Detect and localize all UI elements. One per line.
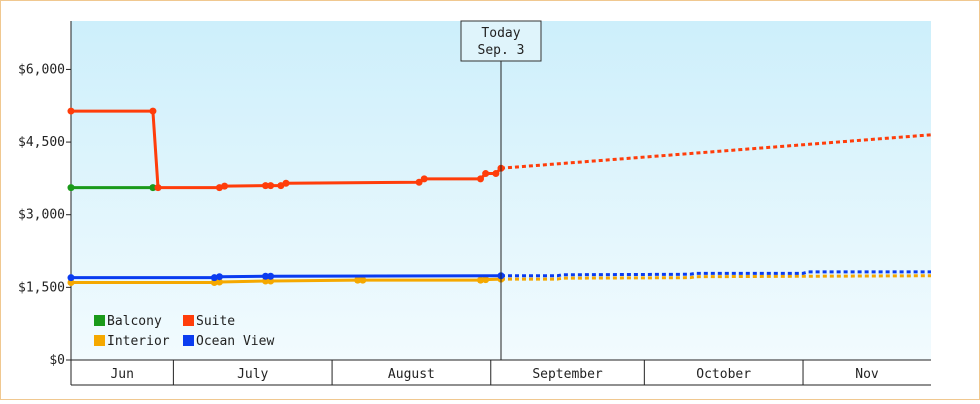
series-ocean-view-point-3	[262, 272, 270, 280]
series-suite-point-12	[482, 170, 490, 178]
today-date: Sep. 3	[478, 43, 525, 58]
y-tick-label-0: $0	[49, 353, 65, 368]
y-tick-label-3: $4,500	[18, 135, 65, 150]
series-ocean-view-line	[71, 274, 502, 280]
today-label: Today	[481, 26, 520, 41]
series-suite-forecast	[500, 133, 932, 170]
today-marker: Today Sep. 3	[460, 20, 542, 360]
y-tick-label-1: $1,500	[18, 280, 65, 295]
today-box	[460, 20, 542, 62]
series-balcony-point-1	[149, 184, 157, 192]
series-ocean-view-point-0	[67, 274, 75, 282]
series-suite-point-11	[477, 175, 485, 183]
series-interior-point-8	[482, 276, 490, 284]
month-label-3: September	[532, 367, 603, 382]
legend-label-interior: Interior	[107, 334, 170, 349]
series-interior-point-2	[215, 278, 223, 286]
series-suite-point-6	[267, 182, 275, 190]
legend-swatch-balcony	[94, 315, 105, 326]
y-tick-label-2: $3,000	[18, 208, 65, 223]
series-suite-point-1	[149, 107, 157, 115]
series-suite-point-8	[282, 179, 290, 187]
month-label-4: October	[696, 367, 751, 382]
series-ocean-view-point-2	[215, 273, 223, 281]
series-balcony-point-0	[67, 184, 75, 192]
legend-label-suite: Suite	[196, 314, 235, 329]
series-suite-point-9	[415, 178, 423, 186]
series-interior-point-3	[262, 277, 270, 285]
series-suite-point-5	[262, 182, 270, 190]
series-interior-point-7	[477, 276, 485, 284]
legend-swatch-ocean-view	[183, 335, 194, 346]
month-label-0: Jun	[110, 367, 133, 382]
series-ocean-view-point-4	[267, 272, 275, 280]
series-suite-point-2	[154, 184, 162, 192]
series-interior-point-4	[267, 277, 275, 285]
series-layer	[67, 107, 932, 287]
series-interior-point-0	[67, 279, 75, 287]
series-suite-point-10	[420, 175, 428, 183]
legend-label-ocean-view: Ocean View	[196, 334, 274, 349]
axes: $0 $1,500 $3,000 $4,500 $6,000 Jun July August S…	[18, 21, 931, 386]
series-suite-point-0	[67, 107, 75, 115]
legend-label-balcony: Balcony	[107, 314, 162, 329]
series-interior-point-1	[210, 279, 218, 287]
legend-swatch-suite	[183, 315, 194, 326]
month-label-2: August	[388, 367, 435, 382]
month-label-5: Nov	[855, 367, 879, 382]
legend-swatch-interior	[94, 335, 105, 346]
series-interior-point-5	[354, 276, 362, 284]
legend: Balcony Suite Interior Ocean View	[94, 314, 274, 349]
series-ocean-view-forecast	[501, 270, 931, 278]
series-interior-point-6	[359, 276, 367, 284]
y-tick-label-4: $6,000	[18, 62, 65, 77]
series-suite-point-4	[221, 182, 229, 190]
month-label-1: July	[237, 367, 268, 382]
series-suite-point-13	[492, 170, 500, 178]
series-interior-forecast	[501, 274, 932, 281]
